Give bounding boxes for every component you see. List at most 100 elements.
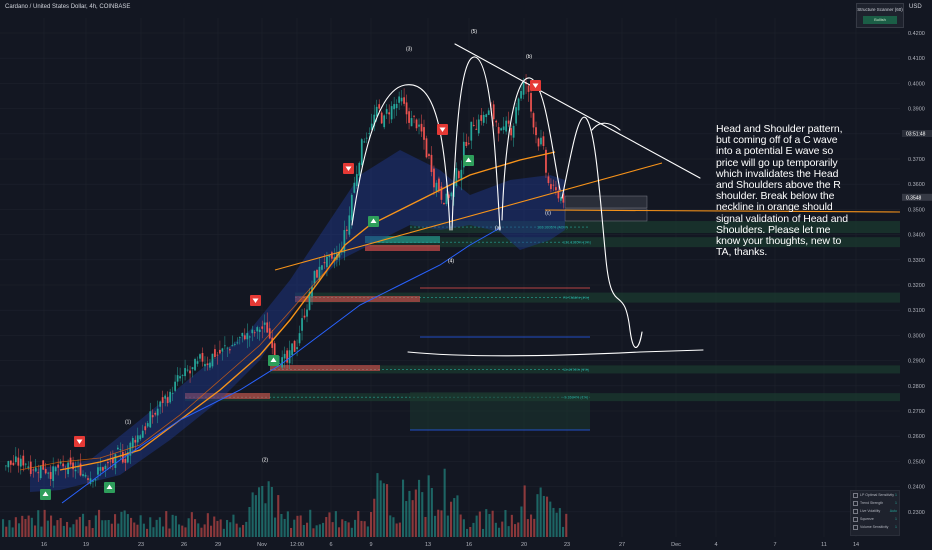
volume-bar xyxy=(53,525,56,537)
volume-bar xyxy=(546,496,549,537)
fib-level-label: 166.3305% (ADV) xyxy=(537,226,568,230)
symbol-title[interactable]: Cardano / United States Dollar, 4h, COIN… xyxy=(5,4,131,10)
candle-body xyxy=(57,464,60,468)
volume-bar xyxy=(37,510,40,537)
volume-bar xyxy=(478,511,481,537)
legend-row: Live Volatility Auto xyxy=(851,507,899,515)
volume-bar xyxy=(8,520,11,537)
time-tick-label: 20 xyxy=(521,542,527,548)
volume-bar xyxy=(72,524,75,537)
candle-body xyxy=(365,137,368,139)
volume-bar xyxy=(50,515,53,537)
volume-bar xyxy=(555,512,558,537)
sell-signal-icon xyxy=(250,295,261,306)
candle-body xyxy=(318,266,321,281)
candle-body xyxy=(460,169,463,181)
volume-bar xyxy=(331,522,334,537)
candle-body xyxy=(540,137,542,145)
candle-body xyxy=(418,124,420,127)
analysis-annotation: Head and Shoulder pattern, but coming of… xyxy=(716,123,848,259)
candle-body xyxy=(209,362,211,368)
candle-body xyxy=(39,465,42,479)
checkbox-icon[interactable] xyxy=(853,492,858,498)
candle-body xyxy=(79,463,82,476)
candle-body xyxy=(34,467,37,472)
candle-body xyxy=(420,123,423,132)
volume-bar xyxy=(251,492,254,537)
volume-bar xyxy=(101,520,104,537)
candle-body xyxy=(398,96,400,103)
volume-bar xyxy=(229,522,232,537)
volume-bar xyxy=(520,506,523,537)
candle-body xyxy=(121,452,124,463)
volume-bar xyxy=(174,515,177,537)
wave-label: (4) xyxy=(448,258,454,264)
checkbox-icon[interactable] xyxy=(853,500,858,506)
fib-zone xyxy=(295,292,900,303)
candle-body xyxy=(62,463,64,467)
candle-body xyxy=(24,463,27,465)
price-tick-label: 0.2400 xyxy=(908,485,925,491)
price-tick-label: 0.3900 xyxy=(908,107,925,113)
volume-bar xyxy=(181,525,184,537)
volume-bar xyxy=(440,510,443,537)
candle-body xyxy=(383,115,386,128)
volume-bar xyxy=(136,524,139,537)
candle-body xyxy=(470,121,473,141)
candle-body xyxy=(19,458,22,467)
candle-body xyxy=(238,337,241,339)
volume-bar xyxy=(549,501,552,537)
checkbox-icon[interactable] xyxy=(853,508,858,514)
candle-body xyxy=(206,363,209,366)
volume-bar xyxy=(421,492,424,537)
checkbox-icon[interactable] xyxy=(853,524,858,530)
current-price-tag xyxy=(902,193,932,201)
candle-body xyxy=(428,154,430,157)
volume-bar xyxy=(165,511,168,537)
candle-body xyxy=(472,125,475,127)
candle-body xyxy=(410,118,413,127)
candle-body xyxy=(256,327,259,332)
candle-body xyxy=(482,114,485,123)
volume-bar xyxy=(526,519,529,537)
neckline xyxy=(274,162,663,271)
time-tick-label: 12:00 xyxy=(290,542,304,548)
candle-body xyxy=(393,104,396,110)
candle-body xyxy=(224,345,226,347)
currency-label[interactable]: USD xyxy=(909,4,922,10)
candle-body xyxy=(345,229,348,232)
candle-body xyxy=(149,411,152,428)
volume-bar xyxy=(430,488,433,537)
candle-body xyxy=(114,454,117,468)
wave-label: (3) xyxy=(406,47,412,53)
volume-bar xyxy=(248,507,251,537)
volume-bar xyxy=(197,523,200,537)
volume-bar xyxy=(373,498,376,537)
volume-bar xyxy=(363,521,366,537)
indicator-bands xyxy=(30,150,565,492)
candle-body xyxy=(495,120,498,123)
checkbox-icon[interactable] xyxy=(853,516,858,522)
volume-bar xyxy=(389,515,392,537)
volume-bar xyxy=(261,485,264,537)
candle-body xyxy=(515,107,517,124)
volume-bar xyxy=(194,519,197,537)
volume-bar xyxy=(152,527,155,537)
volume-bar xyxy=(46,520,49,537)
indicator-legend: LP Optimal Sensitivity 1 Trend Strength 1 … xyxy=(850,490,900,536)
candle-body xyxy=(134,439,137,443)
time-axis[interactable]: 16 19 23 26 29 Nov 12:00 6 9 13 16 20 23 27 Dec 4 7 11 14 xyxy=(0,538,900,550)
price-tick-label: 0.3600 xyxy=(908,182,925,188)
candle-body xyxy=(562,193,565,203)
volume-bar xyxy=(354,519,357,537)
volume-bar xyxy=(238,527,241,537)
fib-level-label: 131.1155% (1%) xyxy=(563,241,592,245)
buy-signal-icon xyxy=(268,355,279,366)
price-axis[interactable]: 0.42000.41000.40000.39000.38000.37000.36… xyxy=(900,0,932,550)
order-block-bull xyxy=(365,236,440,243)
fib-level-labels: 166.3305% (ADV) 131.1155% (1%) 79.7386% (4… xyxy=(537,226,592,400)
volume-bar xyxy=(443,468,446,537)
sell-signal-icon xyxy=(74,436,85,447)
volume-bar xyxy=(293,519,296,537)
